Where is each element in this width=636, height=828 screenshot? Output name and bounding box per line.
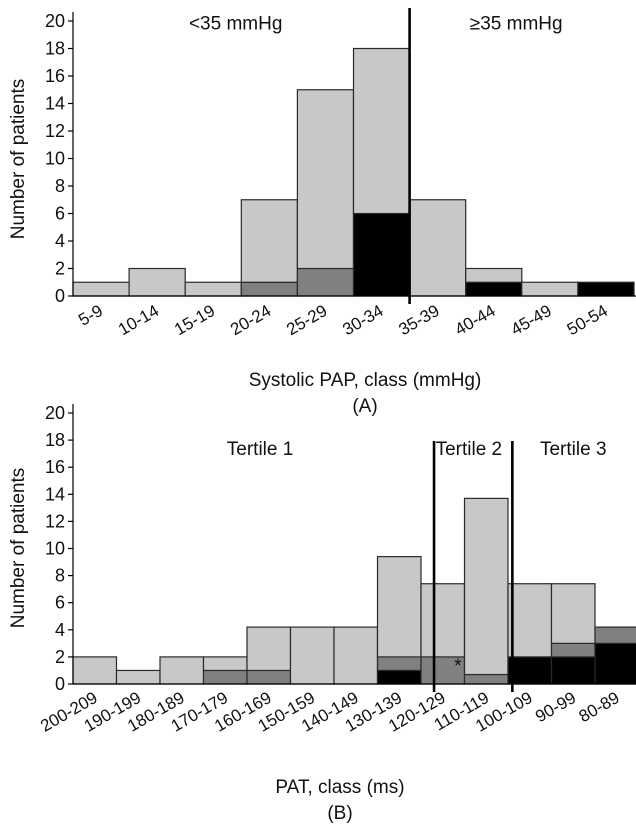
panel-a-x-tick-label-20-24: 20-24 (227, 301, 274, 339)
panel-a-annotations: <35 mmHg ≥35 mmHg (189, 13, 563, 34)
panel-a-bar-40-44-dark (465, 281, 523, 297)
panel-a-bars (72, 47, 635, 297)
panel-a: 0 2 4 6 8 10 12 14 16 18 20 5-9 10-14 15-19 20-24 25-2… (8, 8, 636, 417)
panel-b-annotations: Tertile 1 Tertile 2 Tertile 3 * (227, 439, 607, 677)
panel-b-y-tick-label-6: 6 (55, 593, 65, 613)
panel-b-y-tick-label-18: 18 (45, 430, 65, 450)
panel-a-x-tick-label-45-49: 45-49 (508, 301, 555, 339)
panel-a-y-ticks: 0 2 4 6 8 10 12 14 16 18 20 (45, 11, 73, 306)
panel-a-y-tick-label-10: 10 (45, 149, 65, 169)
panel-a-bar-50-54-dark (577, 281, 635, 297)
panel-b-bar-130-139-mid (376, 656, 422, 672)
panel-a-label: (A) (352, 396, 377, 417)
panel-b-bar-190-199-light (115, 669, 161, 685)
panel-b-dividers (432, 441, 514, 692)
panel-a-x-tick-label-40-44: 40-44 (452, 301, 499, 339)
panel-b-y-ticks: 0 2 4 6 8 10 12 14 16 18 20 (45, 403, 73, 694)
panel-a-y-tick-label-0: 0 (55, 286, 65, 306)
panel-b-bar-170-179-light (202, 656, 248, 672)
panel-b-bar-110-119-light (463, 497, 509, 676)
panel-a-y-tick-label-18: 18 (45, 39, 65, 59)
panel-b-annotation-4: * (454, 656, 462, 677)
panel-b-bar-90-99-light (550, 583, 596, 644)
panel-a-bar-20-24-mid (240, 281, 299, 297)
panel-b-bar-200-209-light (72, 656, 118, 685)
panel-a-y-tick-label-2: 2 (55, 259, 65, 279)
panel-b-bar-90-99-dark (550, 656, 596, 685)
panel-b-bar-170-179-mid (202, 669, 248, 685)
panel-b-y-tick-label-0: 0 (55, 674, 65, 694)
panel-b-y-tick-label-8: 8 (55, 566, 65, 586)
panel-a-y-tick-label-8: 8 (55, 176, 65, 196)
panel-a-annotation-1: <35 mmHg (189, 13, 282, 34)
panel-b-y-tick-label-10: 10 (45, 539, 65, 559)
panel-b-axes (72, 404, 636, 685)
panel-b-y-axis-title: Number of patients (8, 468, 29, 629)
panel-a-y-axis-title: Number of patients (8, 79, 29, 240)
panel-a-annotation-2: ≥35 mmHg (470, 13, 563, 34)
panel-a-y-tick-label-12: 12 (45, 121, 65, 141)
panel-b-bar-180-189-light (159, 656, 205, 685)
panel-b-bar-90-99-mid (550, 642, 596, 658)
panel-a-bar-15-19-light (184, 281, 242, 297)
panel-b-annotation-3: Tertile 3 (540, 439, 607, 460)
panel-a-bar-10-14-light (128, 267, 186, 297)
panel-b-x-tick-label-90-99: 90-99 (532, 688, 579, 726)
panel-b-bar-160-169-light (246, 626, 292, 672)
panel-b-x-axis-title: PAT, class (ms) (275, 777, 404, 798)
panel-a-x-tick-label-10-14: 10-14 (115, 301, 162, 339)
panel-b-x-ticks: 200-209190-199180-189170-179160-169150-1… (37, 688, 623, 736)
panel-a-x-tick-label-50-54: 50-54 (564, 301, 611, 339)
panel-a-y-tick-label-6: 6 (55, 204, 65, 224)
panel-b: 0 2 4 6 8 10 12 14 16 18 20 200-209190-199180-1891… (8, 403, 636, 824)
panel-a-bar-30-34-light (352, 47, 411, 215)
panel-b-x-tick-label-80-89: 80-89 (576, 688, 623, 726)
panel-b-bar-100-109-dark (507, 656, 553, 685)
panel-a-axes (72, 12, 636, 297)
panel-b-bar-130-139-dark (376, 669, 422, 685)
panel-a-x-ticks: 5-9 10-14 15-19 20-24 25-29 30-34 35-39 40-44 45… (75, 301, 611, 339)
panel-a-x-tick-label-35-39: 35-39 (395, 301, 442, 339)
panel-a-y-tick-label-4: 4 (55, 231, 65, 251)
panel-b-y-tick-label-12: 12 (45, 511, 65, 531)
panel-b-bar-100-109-light (507, 583, 553, 658)
panel-a-bar-30-34-dark (352, 212, 411, 297)
panel-b-label: (B) (327, 803, 352, 824)
panel-a-bar-20-24-light (240, 199, 299, 283)
panel-b-y-tick-label-14: 14 (45, 484, 65, 504)
panel-b-y-tick-label-2: 2 (55, 647, 65, 667)
panel-a-y-tick-label-20: 20 (45, 11, 65, 31)
panel-a-bar-25-29-mid (296, 267, 355, 297)
panel-b-bar-80-89-mid (594, 626, 636, 644)
panel-a-bar-5-9-light (72, 281, 130, 297)
panel-a-bar-25-29-light (296, 89, 355, 270)
panel-b-bar-160-169-mid (246, 669, 292, 685)
panel-b-y-tick-label-16: 16 (45, 457, 65, 477)
panel-b-annotation-1: Tertile 1 (227, 439, 294, 460)
panel-b-annotation-2: Tertile 2 (436, 439, 503, 460)
panel-b-bar-120-129-light (420, 583, 466, 658)
panel-a-x-tick-label-5-9: 5-9 (75, 301, 106, 330)
panel-b-y-tick-label-20: 20 (45, 403, 65, 423)
panel-a-bar-45-49-light (521, 281, 579, 297)
panel-a-x-axis-title: Systolic PAP, class (mmHg) (249, 370, 482, 391)
panel-a-bar-40-44-light (465, 267, 523, 283)
panel-b-bar-150-159-light (289, 626, 335, 685)
panel-b-bar-80-89-dark (594, 642, 636, 685)
panel-a-y-tick-label-14: 14 (45, 94, 65, 114)
panel-a-x-tick-label-15-19: 15-19 (171, 301, 218, 339)
panel-b-bars (72, 497, 636, 685)
panel-a-x-tick-label-25-29: 25-29 (283, 301, 330, 339)
panel-a-x-tick-label-30-34: 30-34 (339, 301, 386, 339)
panel-a-y-tick-label-16: 16 (45, 66, 65, 86)
panel-a-bar-35-39-light (409, 199, 467, 297)
panel-b-y-tick-label-4: 4 (55, 620, 65, 640)
panel-b-bar-110-119-mid (463, 673, 509, 685)
panel-b-bar-130-139-light (376, 556, 422, 658)
panel-b-bar-140-149-light (333, 626, 379, 685)
